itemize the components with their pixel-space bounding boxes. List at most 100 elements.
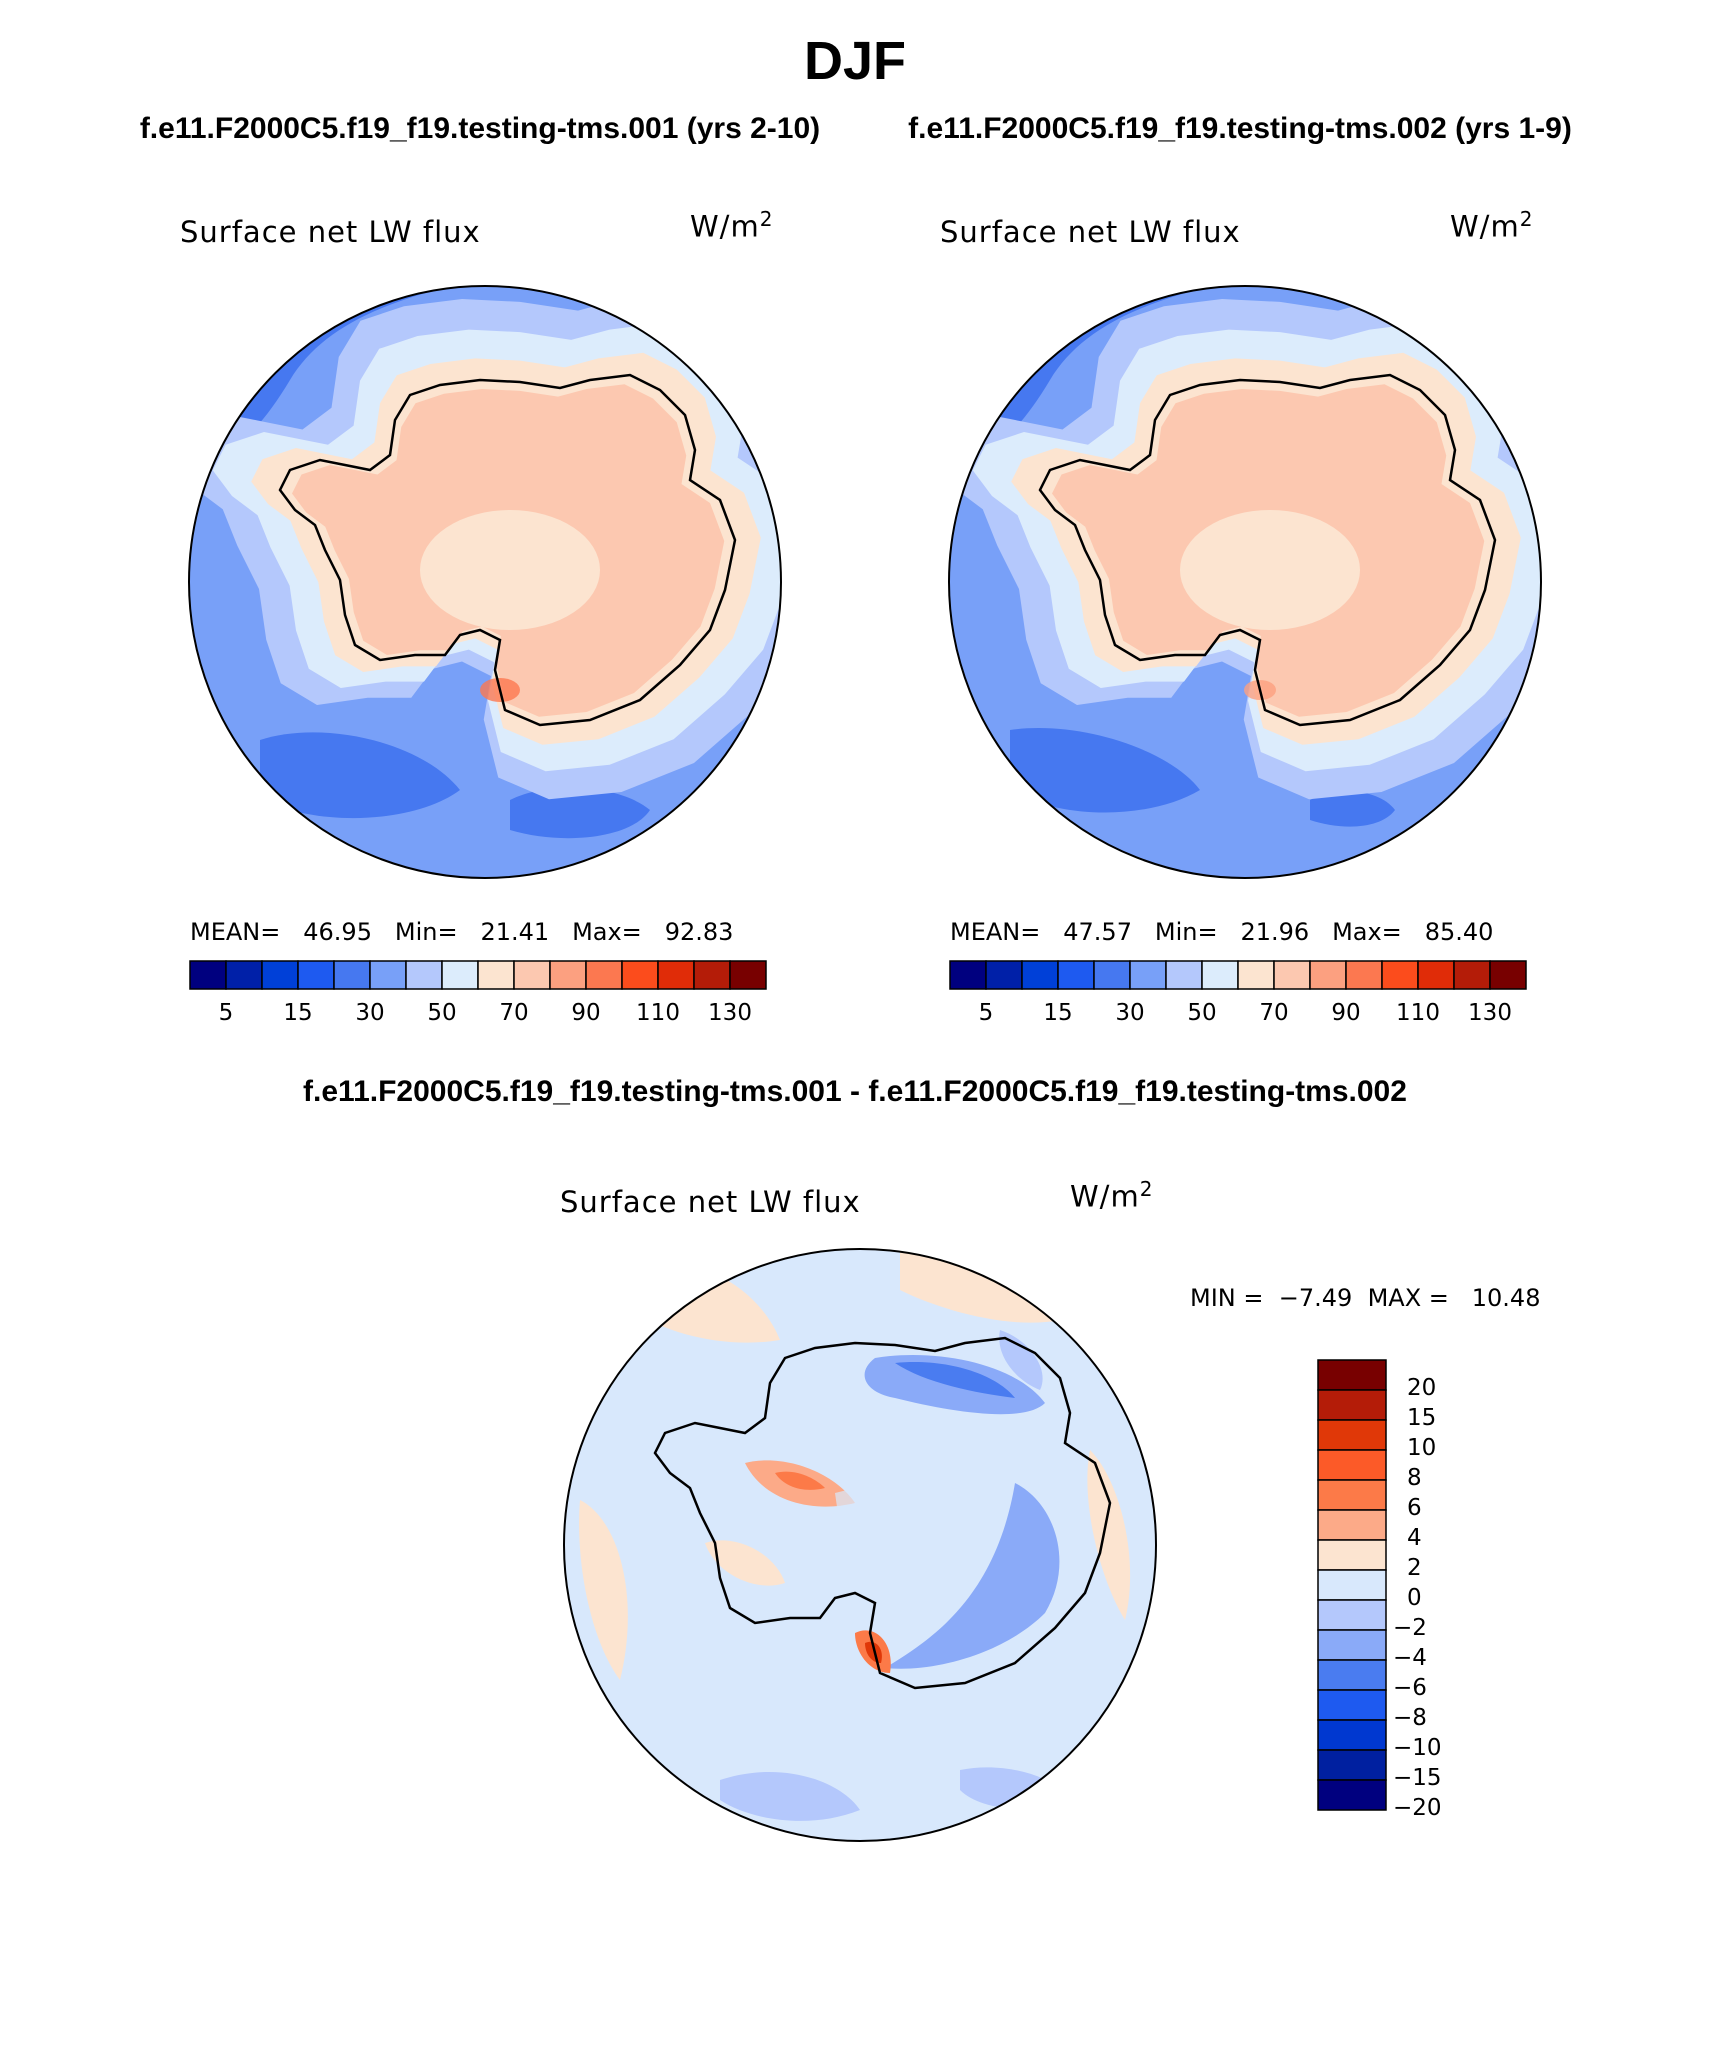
panel-1-colorbar-tick: 90 [571,1000,601,1026]
panel-2-mean-value: 47.57 [1063,918,1132,946]
panel-1-map-border [188,285,782,879]
panel-2-colorbar-swatch [1345,960,1383,990]
diff-colorbar-tick: −6 [1393,1675,1427,1701]
figure-title: DJF [803,31,906,91]
panel-2-max-label: Max= [1332,918,1402,946]
panel-1-case-title: f.e11.F2000C5.f19_f19.testing-tms.001 (y… [139,112,821,145]
panel-2-min-label: Min= [1154,918,1218,946]
panel-1-stats: MEAN= 46.95 Min= 21.41 Max= 92.83 [190,918,733,946]
panel-2-colorbar-swatch [1093,960,1131,990]
panel-2-mean-label: MEAN= [950,918,1041,946]
diff-map-border [563,1248,1157,1842]
panel-1-colorbar-swatch [549,960,587,990]
panel-1-units-base: W/m [690,209,760,244]
diff-colorbar-tick: 8 [1407,1465,1422,1491]
panel-2-units-base: W/m [1450,209,1520,244]
panel-2-colorbar-tick: 5 [978,1000,994,1026]
diff-colorbar-tick: 20 [1407,1375,1437,1401]
panel-1-colorbar-tick: 110 [636,1000,680,1026]
panel-1-colorbar-tick: 70 [499,1000,529,1026]
diff-variable-label: Surface net LW flux [560,1185,861,1219]
diff-colorbar-tick: 15 [1407,1405,1437,1431]
diff-colorbar-swatch [1317,1389,1387,1421]
panel-1-colorbar-swatch [585,960,623,990]
panel-1-colorbar-swatch [189,960,227,990]
panel-2-colorbar-swatch [1489,960,1527,990]
diff-colorbar-swatch [1317,1479,1387,1511]
diff-colorbar-tick: −2 [1393,1615,1427,1641]
panel-1-colorbar-swatch [441,960,479,990]
panel-2-colorbar-swatch [1201,960,1239,990]
panel-1-colorbar-swatch [729,960,767,990]
panel-2-min-value: 21.96 [1240,918,1310,946]
diff-colorbar-tick: −4 [1393,1645,1427,1671]
diff-colorbar-tick: −20 [1393,1795,1442,1821]
diff-colorbar-swatch [1317,1659,1387,1691]
panel-2-colorbar-swatch [1057,960,1095,990]
panel-2-colorbar-tick: 130 [1468,1000,1512,1026]
diff-colorbar [1317,1359,1387,1811]
panel-2-colorbar-swatch [1309,960,1347,990]
panel-1-colorbar-swatch [477,960,515,990]
panel-2-colorbar-tick: 110 [1396,1000,1440,1026]
panel-2-colorbar-swatch [1129,960,1167,990]
diff-map [564,1249,1156,1841]
panel-2-units: W/m2 [1450,207,1533,244]
panel-2-colorbar-swatch [949,960,987,990]
diff-colorbar-swatch [1317,1749,1387,1781]
diff-min-value: −7.49 [1278,1284,1353,1312]
diff-colorbar-swatch [1317,1539,1387,1571]
panel-2-colorbar-swatch [985,960,1023,990]
panel-1-colorbar-swatch [297,960,335,990]
panel-2-case-title: f.e11.F2000C5.f19_f19.testing-tms.002 (y… [908,112,1572,145]
panel-1-colorbar-tick: 15 [283,1000,313,1026]
panel-2-max-value: 85.40 [1424,918,1494,946]
panel-1-colorbar-swatch [225,960,263,990]
panel-2-colorbar-swatch [1453,960,1491,990]
panel-2-colorbar-tick: 90 [1331,1000,1361,1026]
panel-2-colorbar-tick: 15 [1043,1000,1073,1026]
panel-2-variable-label: Surface net LW flux [940,215,1241,249]
diff-max-label: MAX = [1367,1284,1449,1312]
diff-min-label: MIN = [1190,1284,1264,1312]
panel-1-colorbar-tick: 130 [708,1000,752,1026]
diff-stats: MIN = −7.49 MAX = 10.48 [1190,1284,1540,1312]
diff-colorbar-swatch [1317,1359,1387,1391]
panel-2-stats: MEAN= 47.57 Min= 21.96 Max= 85.40 [950,918,1493,946]
diff-units-exponent: 2 [1139,1177,1154,1201]
diff-colorbar-swatch [1317,1569,1387,1601]
panel-1-colorbar-tick: 30 [355,1000,385,1026]
panel-1-max-value: 92.83 [664,918,734,946]
diff-colorbar-swatch [1317,1779,1387,1811]
panel-2-colorbar-swatch [1417,960,1455,990]
panel-1-max-label: Max= [572,918,642,946]
panel-2-map [949,286,1541,878]
panel-2-colorbar-swatch [1165,960,1203,990]
panel-1-min-value: 21.41 [480,918,550,946]
panel-1-colorbar-swatch [261,960,299,990]
panel-2-colorbar [949,960,1527,990]
panel-1-units-exponent: 2 [759,207,774,231]
panel-1-colorbar-swatch [333,960,371,990]
diff-colorbar-swatch [1317,1419,1387,1451]
panel-2-colorbar-tick: 70 [1259,1000,1289,1026]
panel-2-colorbar-swatch [1381,960,1419,990]
diff-colorbar-tick: 0 [1407,1585,1422,1611]
panel-1-colorbar-swatch [405,960,443,990]
diff-colorbar-swatch [1317,1599,1387,1631]
panel-2-colorbar-swatch [1273,960,1311,990]
diff-colorbar-tick: 10 [1407,1435,1437,1461]
diff-colorbar-tick: 4 [1407,1525,1422,1551]
panel-1-colorbar-tick: 50 [427,1000,457,1026]
panel-1-colorbar-swatch [369,960,407,990]
diff-colorbar-swatch [1317,1689,1387,1721]
diff-colorbar-swatch [1317,1509,1387,1541]
panel-2-colorbar-tick: 50 [1187,1000,1217,1026]
panel-1-variable-label: Surface net LW flux [180,215,481,249]
diff-title: f.e11.F2000C5.f19_f19.testing-tms.001 - … [303,1075,1407,1108]
panel-1-mean-value: 46.95 [303,918,372,946]
panel-1-map [189,286,781,878]
panel-2-colorbar-swatch [1237,960,1275,990]
diff-colorbar-tick: −15 [1393,1765,1442,1791]
